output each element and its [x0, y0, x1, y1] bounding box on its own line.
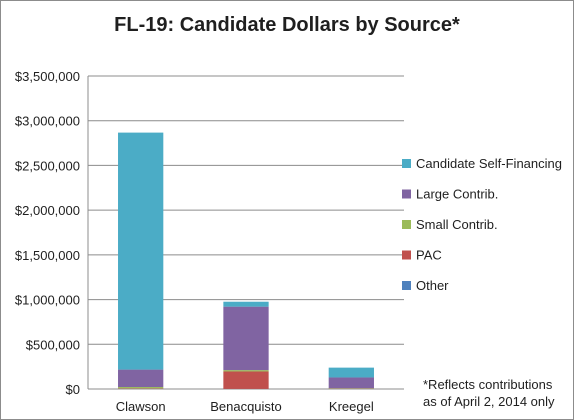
- legend-swatch: [402, 189, 411, 199]
- legend-label: Small Contrib.: [416, 217, 498, 232]
- legend-swatch: [402, 220, 411, 229]
- y-tick-label: $1,500,000: [15, 248, 80, 263]
- y-tick-label: $0: [66, 382, 80, 397]
- legend-label: Candidate Self-Financing: [416, 156, 562, 171]
- bar-clawson-candidate-self-financing: [118, 132, 164, 370]
- legend-swatch: [402, 250, 411, 260]
- chart-title: FL-19: Candidate Dollars by Source*: [114, 14, 460, 36]
- legend-swatch: [402, 159, 411, 168]
- x-tick-label: Benacquisto: [210, 399, 282, 414]
- bar-clawson-large-contrib: [118, 369, 164, 388]
- legend-label: PAC: [416, 248, 442, 263]
- legend-swatch: [402, 281, 411, 290]
- legend-label: Large Contrib.: [416, 187, 498, 202]
- bar-benacquisto-pac: [223, 371, 269, 389]
- legend: Candidate Self-Financing Large Contrib. Sm…: [402, 156, 562, 293]
- y-tick-label: $2,000,000: [15, 203, 80, 218]
- y-tick-label: $3,000,000: [15, 114, 80, 129]
- y-tick-label: $500,000: [26, 337, 80, 352]
- bar-kreegel-candidate-self-financing: [328, 367, 374, 378]
- bar-clawson-small-contrib: [118, 387, 164, 389]
- legend-label: Other: [416, 278, 449, 293]
- bar-benacquisto-candidate-self-financing: [223, 301, 269, 307]
- x-tick-label: Kreegel: [329, 399, 374, 414]
- bar-stacks: [118, 132, 374, 389]
- x-tick-label: Clawson: [116, 399, 166, 414]
- bar-benacquisto-large-contrib: [223, 306, 269, 371]
- y-tick-label: $3,500,000: [15, 69, 80, 84]
- y-tick-label: $2,500,000: [15, 158, 80, 173]
- footnote: *Reflects contributions as of April 2, 2…: [423, 377, 555, 409]
- bar-kreegel-large-contrib: [328, 377, 374, 389]
- bar-benacquisto-small-contrib: [223, 370, 269, 372]
- y-tick-label: $1,000,000: [15, 293, 80, 308]
- x-axis-labels: Clawson Benacquisto Kreegel: [116, 399, 374, 414]
- y-axis-labels: $0 $500,000 $1,000,000 $1,500,000 $2,000,000…: [15, 69, 80, 397]
